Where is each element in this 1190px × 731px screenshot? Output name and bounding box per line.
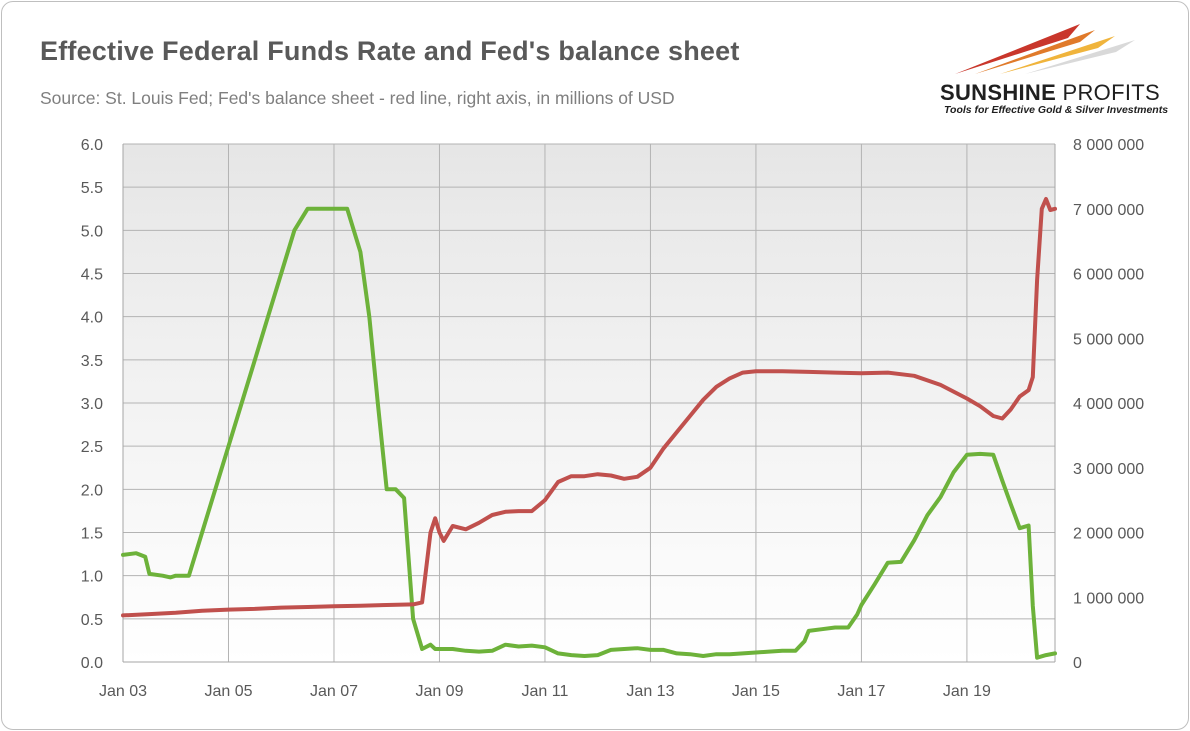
- y-tick-label: 0.0: [81, 655, 103, 672]
- y2-tick-label: 2 000 000: [1073, 526, 1144, 543]
- y-tick-label: 2.5: [81, 439, 103, 456]
- y-tick-label: 2.0: [81, 482, 103, 499]
- x-tick-label: Jan 09: [415, 683, 463, 700]
- x-tick-label: Jan 13: [626, 683, 674, 700]
- y2-tick-label: 7 000 000: [1073, 202, 1144, 219]
- x-tick-label: Jan 05: [204, 683, 252, 700]
- y-tick-label: 6.0: [81, 137, 103, 154]
- x-tick-label: Jan 17: [837, 683, 885, 700]
- y-tick-label: 3.5: [81, 353, 103, 370]
- x-tick-label: Jan 11: [522, 683, 569, 700]
- y2-tick-label: 4 000 000: [1073, 396, 1144, 413]
- y2-tick-label: 1 000 000: [1073, 590, 1144, 607]
- x-tick-label: Jan 15: [732, 683, 780, 700]
- logo-tagline: Tools for Effective Gold & Silver Invest…: [944, 104, 1169, 116]
- y-tick-label: 0.5: [81, 612, 103, 629]
- y-tick-label: 3.0: [81, 396, 103, 413]
- y-tick-label: 4.0: [81, 310, 103, 327]
- y-tick-label: 4.5: [81, 267, 103, 284]
- series-line-balance-sheet: [121, 197, 1057, 618]
- y-tick-label: 1.5: [81, 526, 103, 543]
- y2-tick-label: 0: [1073, 655, 1082, 672]
- y2-tick-label: 3 000 000: [1073, 461, 1144, 478]
- logo-name-bold: SUNSHINE: [940, 80, 1057, 105]
- series-line-fed-funds-rate: [121, 206, 1057, 660]
- logo-name: SUNSHINE PROFITS: [940, 80, 1160, 106]
- y2-tick-label: 6 000 000: [1073, 267, 1144, 284]
- y-tick-label: 5.5: [81, 180, 103, 197]
- x-tick-label: Jan 03: [99, 683, 147, 700]
- x-tick-label: Jan 19: [943, 683, 991, 700]
- y2-tick-label: 5 000 000: [1073, 331, 1144, 348]
- chart-title: Effective Federal Funds Rate and Fed's b…: [40, 36, 740, 66]
- chart-subtitle: Source: St. Louis Fed; Fed's balance she…: [40, 88, 675, 108]
- y2-tick-label: 8 000 000: [1073, 137, 1144, 154]
- y-tick-label: 5.0: [81, 223, 103, 240]
- logo-rays-icon: [955, 24, 1135, 74]
- y-tick-label: 1.0: [81, 569, 103, 586]
- x-tick-label: Jan 07: [310, 683, 358, 700]
- logo-name-light: PROFITS: [1062, 80, 1160, 105]
